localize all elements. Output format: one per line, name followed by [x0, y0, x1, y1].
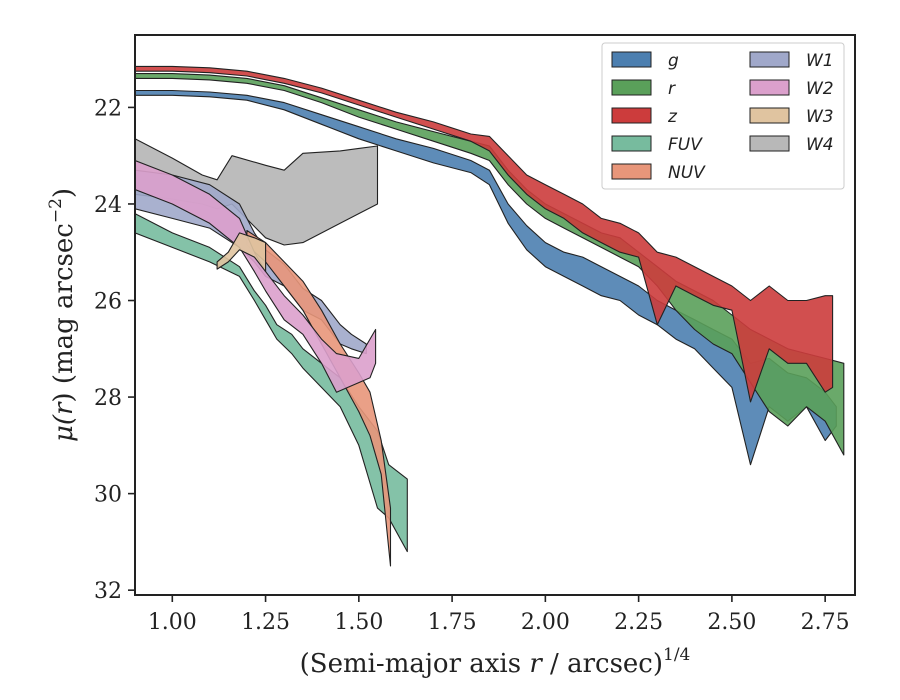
legend-swatch-nuv [611, 163, 652, 180]
y-axis-ticks: 22 24 26 28 30 32 [94, 96, 135, 604]
series-layer [135, 65, 845, 567]
legend-swatch-w1 [749, 51, 790, 68]
x-tick-label: 2.50 [707, 610, 756, 635]
x-axis-ticks: 1.00 1.25 1.50 1.75 2.00 2.25 2.50 2.75 [148, 595, 850, 635]
y-tick-label: 24 [94, 193, 122, 218]
legend-label-g: g [668, 51, 679, 71]
y-tick-label: 22 [94, 96, 122, 121]
legend-label-fuv: FUV [668, 135, 703, 155]
legend-label-w3: W3 [806, 107, 834, 127]
x-tick-label: 2.75 [801, 610, 850, 635]
y-tick-label: 28 [94, 386, 122, 411]
legend-label-nuv: NUV [668, 163, 706, 183]
x-tick-label: 2.25 [614, 610, 663, 635]
x-axis-label: (Semi-major axis r / arcsec)1/4 [300, 645, 691, 679]
legend-label-r: r [668, 79, 676, 99]
plot-frame [134, 34, 856, 596]
series-band-nuv [246, 229, 392, 567]
x-tick-label: 1.25 [241, 610, 290, 635]
series-band-w3 [216, 232, 267, 273]
legend-swatch-w4 [749, 135, 790, 152]
legend-label-z: z [667, 107, 678, 127]
legend-swatch-g [611, 51, 652, 68]
x-tick-label: 1.75 [428, 610, 477, 635]
legend-swatch-w3 [749, 107, 790, 124]
y-axis-label: μ(r) (mag arcsec−2) [46, 188, 79, 442]
legend-label-w2: W2 [806, 79, 834, 99]
legend-label-w4: W4 [806, 135, 834, 155]
y-tick-label: 32 [94, 579, 122, 604]
x-tick-label: 2.00 [521, 610, 570, 635]
series-band-z [135, 65, 834, 403]
legend-swatch-w2 [749, 79, 790, 96]
legend-label-w1: W1 [806, 51, 834, 71]
legend-swatch-r [611, 79, 652, 96]
x-tick-label: 1.00 [148, 610, 197, 635]
y-tick-label: 26 [94, 290, 122, 315]
y-tick-label: 30 [94, 483, 122, 508]
legend-swatch-z [611, 107, 652, 124]
legend-swatch-fuv [611, 135, 652, 152]
series-band-fuv [135, 213, 408, 553]
legend: grz FUV NUV W1 W2 W3 W4 [601, 42, 845, 190]
x-tick-label: 1.50 [334, 610, 383, 635]
